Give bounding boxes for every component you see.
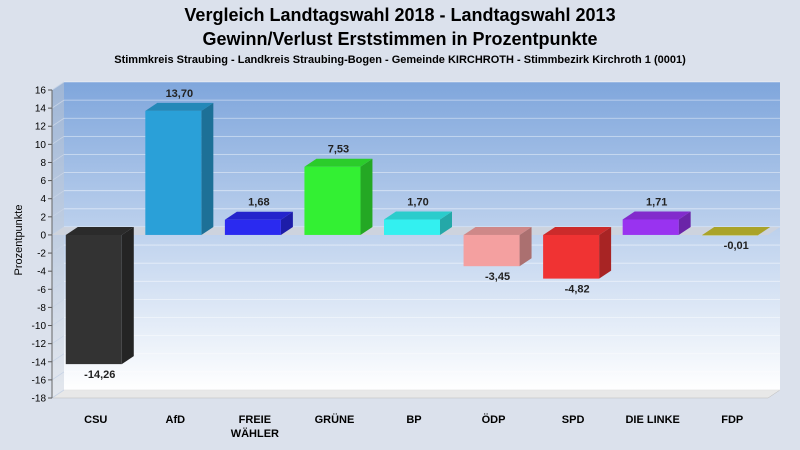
data-label: -3,45 (485, 271, 510, 283)
grid-line (51, 244, 65, 254)
bar-top (384, 211, 452, 220)
grid-line (51, 317, 65, 326)
bar (463, 234, 520, 267)
bar (702, 234, 759, 236)
y-tick-label: -14 (32, 357, 47, 368)
data-label: 1,68 (248, 197, 269, 209)
bar-side (121, 226, 134, 365)
grid-line (51, 353, 65, 363)
bar-side (280, 211, 293, 235)
plot-side-wall (52, 82, 64, 398)
data-label: -14,26 (84, 369, 115, 381)
bar-side (519, 226, 532, 267)
y-tick-label: 4 (40, 194, 46, 205)
bar-side (201, 102, 214, 235)
x-tick-label: FREIE (239, 414, 271, 426)
y-tick-label: -16 (32, 375, 47, 386)
y-tick-label: -18 (32, 394, 47, 405)
y-axis-label: Prozentpunkte (13, 205, 25, 276)
bar-top (622, 211, 691, 220)
bar (384, 219, 440, 235)
x-tick-label: GRÜNE (315, 413, 355, 426)
y-tick-label: 2 (40, 212, 46, 223)
grid-line (51, 335, 65, 344)
y-tick-label: 6 (40, 176, 46, 187)
y-tick-label: 8 (40, 158, 46, 169)
bar (622, 219, 679, 235)
y-tick-label: 12 (35, 122, 47, 133)
x-tick-label: FDP (721, 414, 743, 426)
data-label: -0,01 (724, 240, 749, 252)
bar-top (463, 226, 532, 235)
bar-top (65, 226, 134, 235)
bar-side (599, 226, 612, 279)
data-label: 1,71 (646, 196, 667, 208)
grid-line (51, 136, 65, 145)
plot-floor (51, 389, 781, 399)
data-label: 1,70 (407, 197, 428, 209)
bar (304, 166, 361, 235)
y-tick-label: -10 (32, 321, 47, 332)
x-tick-label: SPD (562, 414, 585, 426)
bar-top (702, 226, 771, 235)
x-tick-label: CSU (84, 414, 107, 426)
grid-line (51, 299, 65, 308)
y-tick-label: -8 (37, 303, 46, 314)
grid-line (51, 389, 65, 399)
x-tick-label: DIE LINKE (625, 414, 679, 426)
x-tick-label: ÖDP (482, 413, 506, 426)
bar-top (145, 102, 214, 111)
grid-line (51, 154, 65, 163)
y-tick-label: 0 (40, 230, 46, 241)
bar (224, 219, 281, 235)
grid-line (51, 208, 65, 218)
data-label: -4,82 (565, 284, 590, 296)
bar (65, 234, 122, 365)
x-tick-label: BP (406, 414, 421, 426)
chart-title: Vergleich Landtagswahl 2018 - Landtagswa… (184, 5, 615, 25)
grid-line (51, 371, 65, 381)
y-tick-label: 14 (35, 104, 47, 115)
x-tick-label: WÄHLER (231, 427, 279, 440)
x-tick-label: AfD (166, 414, 186, 426)
bar (145, 110, 202, 235)
bar-top (543, 226, 612, 235)
bar-top (304, 158, 373, 167)
data-label: 13,70 (166, 88, 194, 100)
data-label: 7,53 (328, 144, 349, 156)
grid-line (51, 190, 65, 200)
y-tick-label: -2 (37, 249, 46, 260)
bar-side (440, 211, 452, 235)
chart-subtitle: Stimmkreis Straubing - Landkreis Straubi… (114, 54, 686, 66)
y-tick-label: 10 (35, 140, 47, 151)
bar (543, 234, 600, 279)
grid-line (51, 280, 65, 290)
grid-line (51, 99, 65, 109)
y-tick-label: -12 (32, 339, 47, 350)
grid-line (51, 172, 65, 181)
plot-area: 16 14 12 10 8 6 4 2 0 -2 -4 -6 -8 -10 -12 -14 -16 -18 -14,… (32, 81, 781, 440)
bar-top (224, 211, 293, 220)
y-tick-label: -6 (37, 285, 46, 296)
bar-side (758, 226, 771, 236)
grid-line (51, 262, 65, 272)
grid-line (51, 81, 65, 91)
bar-side (360, 158, 373, 235)
y-tick-label: 16 (35, 86, 47, 97)
bar-side (678, 211, 691, 235)
chart-title-2: Gewinn/Verlust Erststimmen in Prozentpun… (202, 29, 597, 49)
grid-line (51, 117, 65, 127)
y-tick-label: -4 (37, 267, 46, 278)
